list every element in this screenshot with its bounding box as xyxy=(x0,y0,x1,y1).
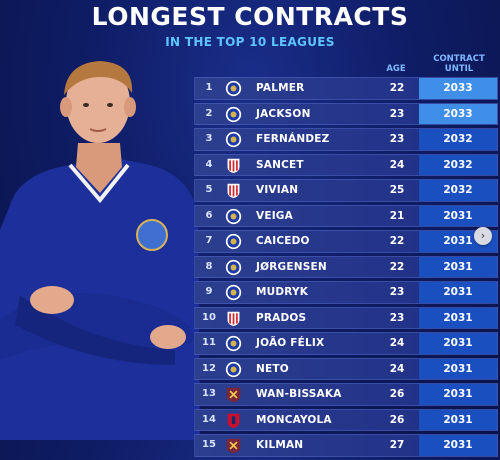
player-age: 22 xyxy=(389,82,405,94)
contract-header-line2: UNTIL xyxy=(444,64,474,74)
contract-until: 2033 xyxy=(419,78,497,99)
table-row: 11 JOÃO FÉLIX 24 2031 xyxy=(194,332,498,355)
contract-until: 2032 xyxy=(419,129,497,150)
contract-until: 2031 xyxy=(419,384,497,405)
player-name: MONCAYOLA xyxy=(256,413,332,426)
player-name: NETO xyxy=(256,362,289,375)
player-age: 26 xyxy=(389,413,405,426)
age-column-header: AGE xyxy=(386,64,406,74)
player-name: JACKSON xyxy=(256,107,311,120)
player-name: PALMER xyxy=(256,82,305,94)
table-row: 12 NETO 24 2031 xyxy=(194,357,498,380)
contracts-table: 1 PALMER 22 2033 2 JACKSON 23 2033 3 FERNÁNDEZ 23 2… xyxy=(194,77,498,460)
player-age: 22 xyxy=(389,235,405,247)
club-crest-icon xyxy=(225,361,242,378)
player-age: 25 xyxy=(389,184,405,196)
contract-column-header: CONTRACT UNTIL xyxy=(420,54,498,74)
rank-number: 5 xyxy=(205,184,213,195)
table-row: 8 JØRGENSEN 22 2031 xyxy=(194,255,498,278)
contract-until: 2031 xyxy=(419,282,497,303)
player-age: 24 xyxy=(389,337,405,349)
player-name: JOÃO FÉLIX xyxy=(256,337,325,349)
contract-until: 2033 xyxy=(419,103,497,124)
table-row: 4 SANCET 24 2032 xyxy=(194,153,498,176)
page-title: LONGEST CONTRACTS xyxy=(91,2,409,31)
contract-until: 2031 xyxy=(419,333,497,354)
player-name: MUDRYK xyxy=(256,286,309,298)
club-crest-icon xyxy=(225,335,242,352)
player-name: JØRGENSEN xyxy=(256,260,327,273)
table-row: 2 JACKSON 23 2033 xyxy=(194,102,498,125)
rank-number: 10 xyxy=(202,311,216,323)
rank-number: 11 xyxy=(202,337,216,348)
player-name: VIVIAN xyxy=(256,184,299,196)
contract-until: 2032 xyxy=(419,154,497,175)
table-row: 6 VEIGA 21 2031 xyxy=(194,204,498,227)
club-crest-icon xyxy=(225,412,242,429)
contract-until: 2031 xyxy=(419,358,497,379)
rank-number: 9 xyxy=(205,286,213,297)
contract-until: 2031 xyxy=(419,205,497,226)
rank-number: 8 xyxy=(205,260,213,272)
player-name: KILMAN xyxy=(256,439,304,451)
club-crest-icon xyxy=(225,233,242,250)
player-name: PRADOS xyxy=(256,311,307,324)
rank-number: 1 xyxy=(205,82,213,93)
club-crest-icon xyxy=(225,182,242,199)
player-name: SANCET xyxy=(256,158,304,171)
club-crest-icon xyxy=(225,80,242,97)
player-age: 23 xyxy=(389,107,405,120)
table-row: 9 MUDRYK 23 2031 xyxy=(194,281,498,304)
player-age: 22 xyxy=(389,260,405,273)
page-subtitle: IN THE TOP 10 LEAGUES xyxy=(165,35,335,49)
player-age: 27 xyxy=(389,439,405,451)
player-age: 26 xyxy=(389,388,405,400)
table-row: 1 PALMER 22 2033 xyxy=(194,77,498,100)
contract-until: 2031 xyxy=(419,435,497,456)
table-row: 5 VIVIAN 25 2032 xyxy=(194,179,498,202)
player-age: 24 xyxy=(389,158,405,171)
table-row: 10 PRADOS 23 2031 xyxy=(194,306,498,329)
contract-until: 2031 xyxy=(419,409,497,430)
club-crest-icon xyxy=(225,131,242,148)
player-age: 21 xyxy=(389,209,405,222)
player-name: VEIGA xyxy=(256,209,293,222)
rank-number: 4 xyxy=(205,158,213,170)
table-row: 14 MONCAYOLA 26 2031 xyxy=(194,408,498,431)
club-crest-icon xyxy=(225,157,242,174)
contract-until: 2032 xyxy=(419,180,497,201)
player-age: 24 xyxy=(389,362,405,375)
club-crest-icon xyxy=(225,284,242,301)
rank-number: 3 xyxy=(205,133,213,144)
contract-header-line1: CONTRACT xyxy=(433,54,485,64)
club-crest-icon xyxy=(225,310,242,327)
contract-until: 2031 xyxy=(419,256,497,277)
rank-number: 6 xyxy=(205,209,213,221)
club-crest-icon xyxy=(225,106,242,123)
player-name: WAN-BISSAKA xyxy=(256,388,342,400)
rank-number: 15 xyxy=(202,439,216,450)
table-row: 3 FERNÁNDEZ 23 2032 xyxy=(194,128,498,151)
player-age: 23 xyxy=(389,311,405,324)
player-age: 23 xyxy=(389,286,405,298)
club-crest-icon xyxy=(225,386,242,403)
player-name: CAICEDO xyxy=(256,235,310,247)
rank-number: 12 xyxy=(202,362,216,374)
rank-number: 2 xyxy=(205,107,213,119)
table-row: 15 KILMAN 27 2031 xyxy=(194,434,498,457)
table-row: 13 WAN-BISSAKA 26 2031 xyxy=(194,383,498,406)
player-name: FERNÁNDEZ xyxy=(256,133,330,145)
club-crest-icon xyxy=(225,259,242,276)
contract-until: 2031 xyxy=(419,307,497,328)
next-arrow-icon[interactable]: › xyxy=(474,227,492,245)
player-age: 23 xyxy=(389,133,405,145)
rank-number: 13 xyxy=(202,388,216,399)
rank-number: 14 xyxy=(202,413,216,425)
club-crest-icon xyxy=(225,208,242,225)
rank-number: 7 xyxy=(205,235,213,246)
table-row: 7 CAICEDO 22 2031 xyxy=(194,230,498,253)
player-photo xyxy=(0,61,200,440)
